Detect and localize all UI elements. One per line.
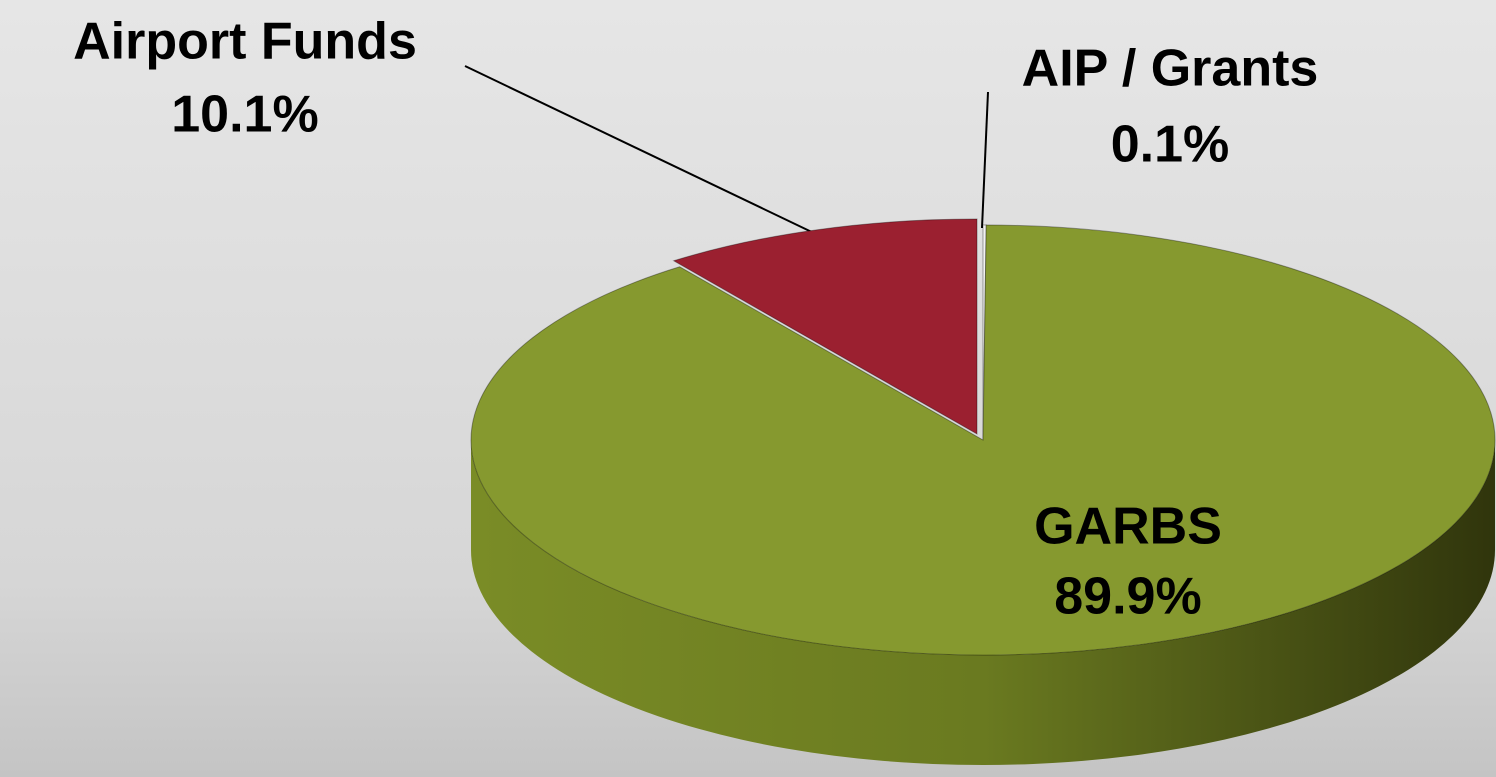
slice-value-label: 0.1%	[1111, 116, 1230, 174]
chart: AIP / Grants 0.1% GARBS 89.9% Airport Funds 1…	[0, 0, 1496, 777]
page: {"chart_data": {"type": "pie", "categori…	[0, 0, 1496, 777]
slice-label: Airport Funds	[73, 13, 417, 71]
slice-value-label: 89.9%	[1054, 568, 1201, 626]
slice-value-label: 10.1%	[171, 86, 318, 144]
slice-label: GARBS	[1034, 498, 1222, 556]
slice-label: AIP / Grants	[1022, 40, 1319, 98]
